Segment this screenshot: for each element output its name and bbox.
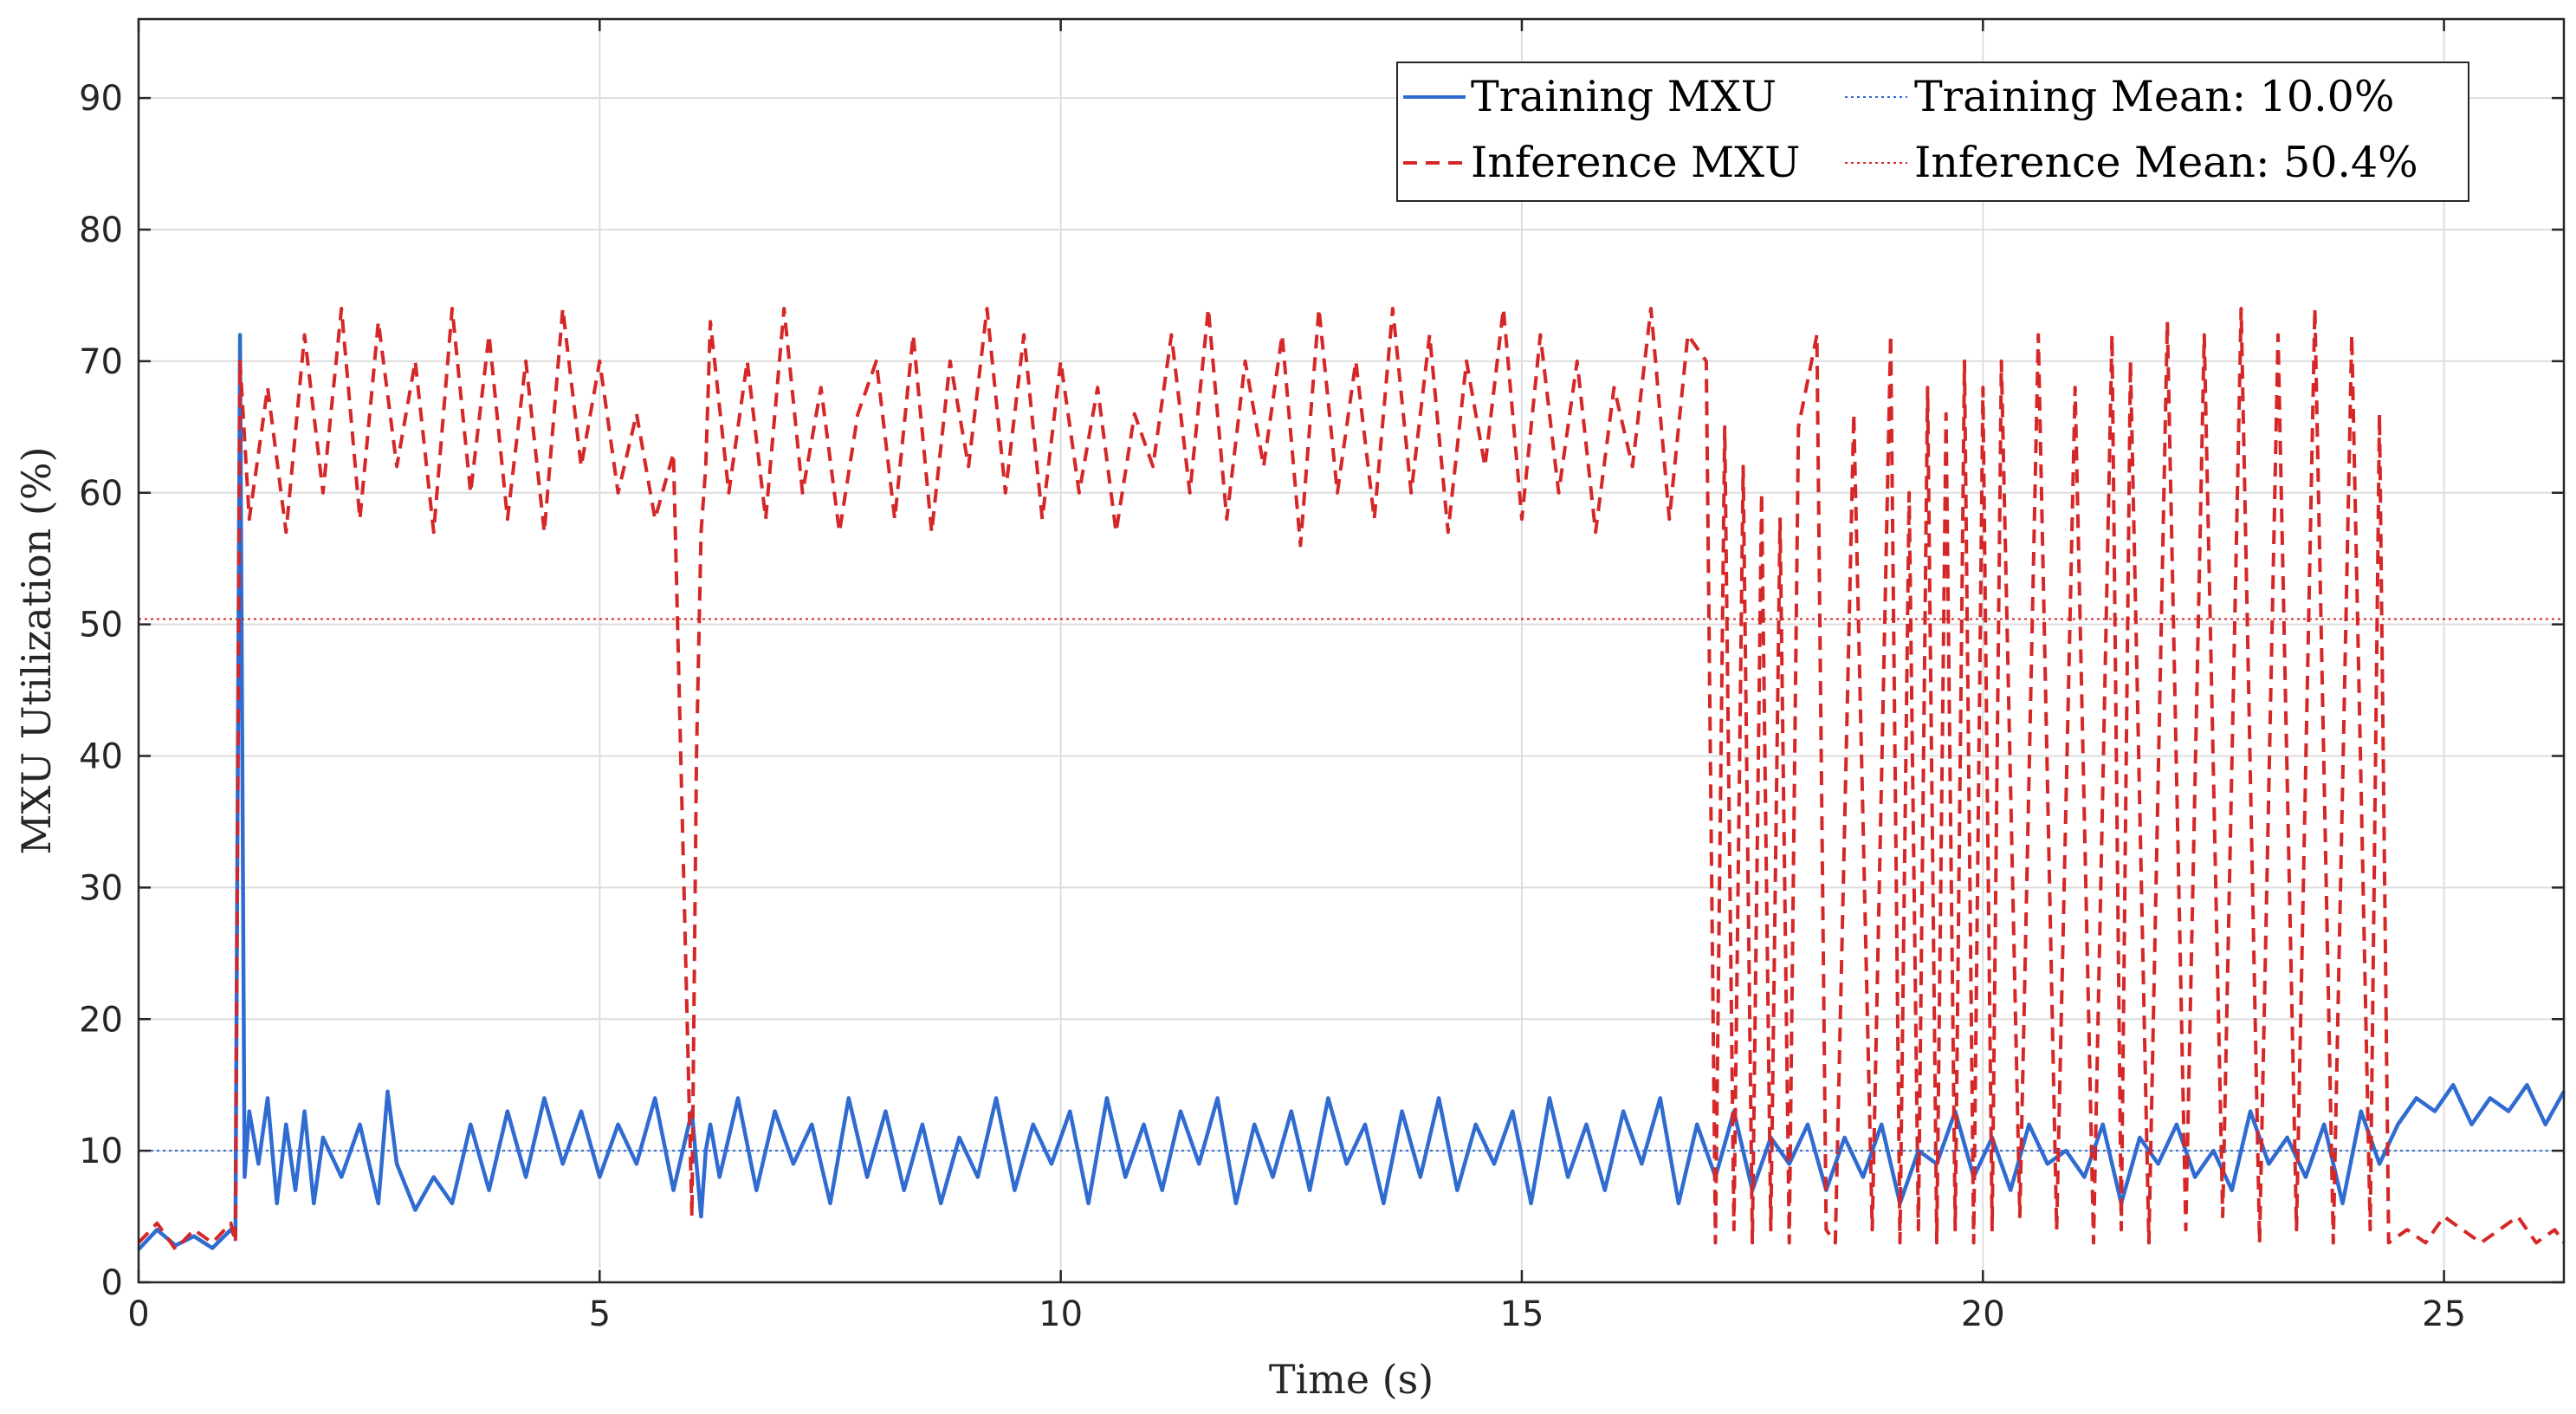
x-tick-label: 0: [127, 1294, 149, 1334]
y-tick-label: 40: [79, 737, 123, 777]
y-tick-label: 90: [79, 79, 123, 119]
series-line-training-mxu: [137, 333, 2566, 1251]
series-layer: [137, 307, 2566, 1251]
y-axis-label: MXU Utilization (%): [13, 446, 60, 854]
x-tick-label: 20: [1961, 1294, 2005, 1334]
legend-label-inference-mean: Inference Mean: 50.4%: [1914, 138, 2418, 187]
legend: Training MXU Inference MXU Training Mean…: [1396, 62, 2469, 202]
y-tick-label: 70: [79, 342, 123, 382]
legend-label-training-mean: Training Mean: 10.0%: [1914, 72, 2394, 121]
legend-label-inference-mxu: Inference MXU: [1471, 138, 1800, 187]
y-tick-label: 10: [79, 1132, 123, 1171]
x-tick-label: 5: [589, 1294, 611, 1334]
y-tick-label: 0: [101, 1263, 123, 1303]
y-tick-label: 80: [79, 211, 123, 250]
y-tick-label: 60: [79, 474, 123, 514]
y-tick-label: 30: [79, 868, 123, 908]
series-line-inference-mxu: [137, 307, 2566, 1251]
plot-background: [139, 19, 2564, 1282]
x-tick-label: 25: [2422, 1294, 2466, 1334]
plot-frame: [137, 17, 2566, 1284]
x-tick-label: 15: [1500, 1294, 1544, 1334]
ticks-layer: 0 5 10 15 20 25 0 10 20 30 40 50 60 70 80 90: [79, 19, 2564, 1334]
grid-layer: [138, 19, 2564, 1283]
x-tick-label: 10: [1039, 1294, 1083, 1334]
y-tick-label: 20: [79, 1000, 123, 1040]
x-axis-label: Time (s): [1269, 1356, 1434, 1403]
y-tick-label: 50: [79, 606, 123, 645]
legend-box: [1396, 62, 2469, 202]
legend-label-training-mxu: Training MXU: [1471, 72, 1777, 121]
